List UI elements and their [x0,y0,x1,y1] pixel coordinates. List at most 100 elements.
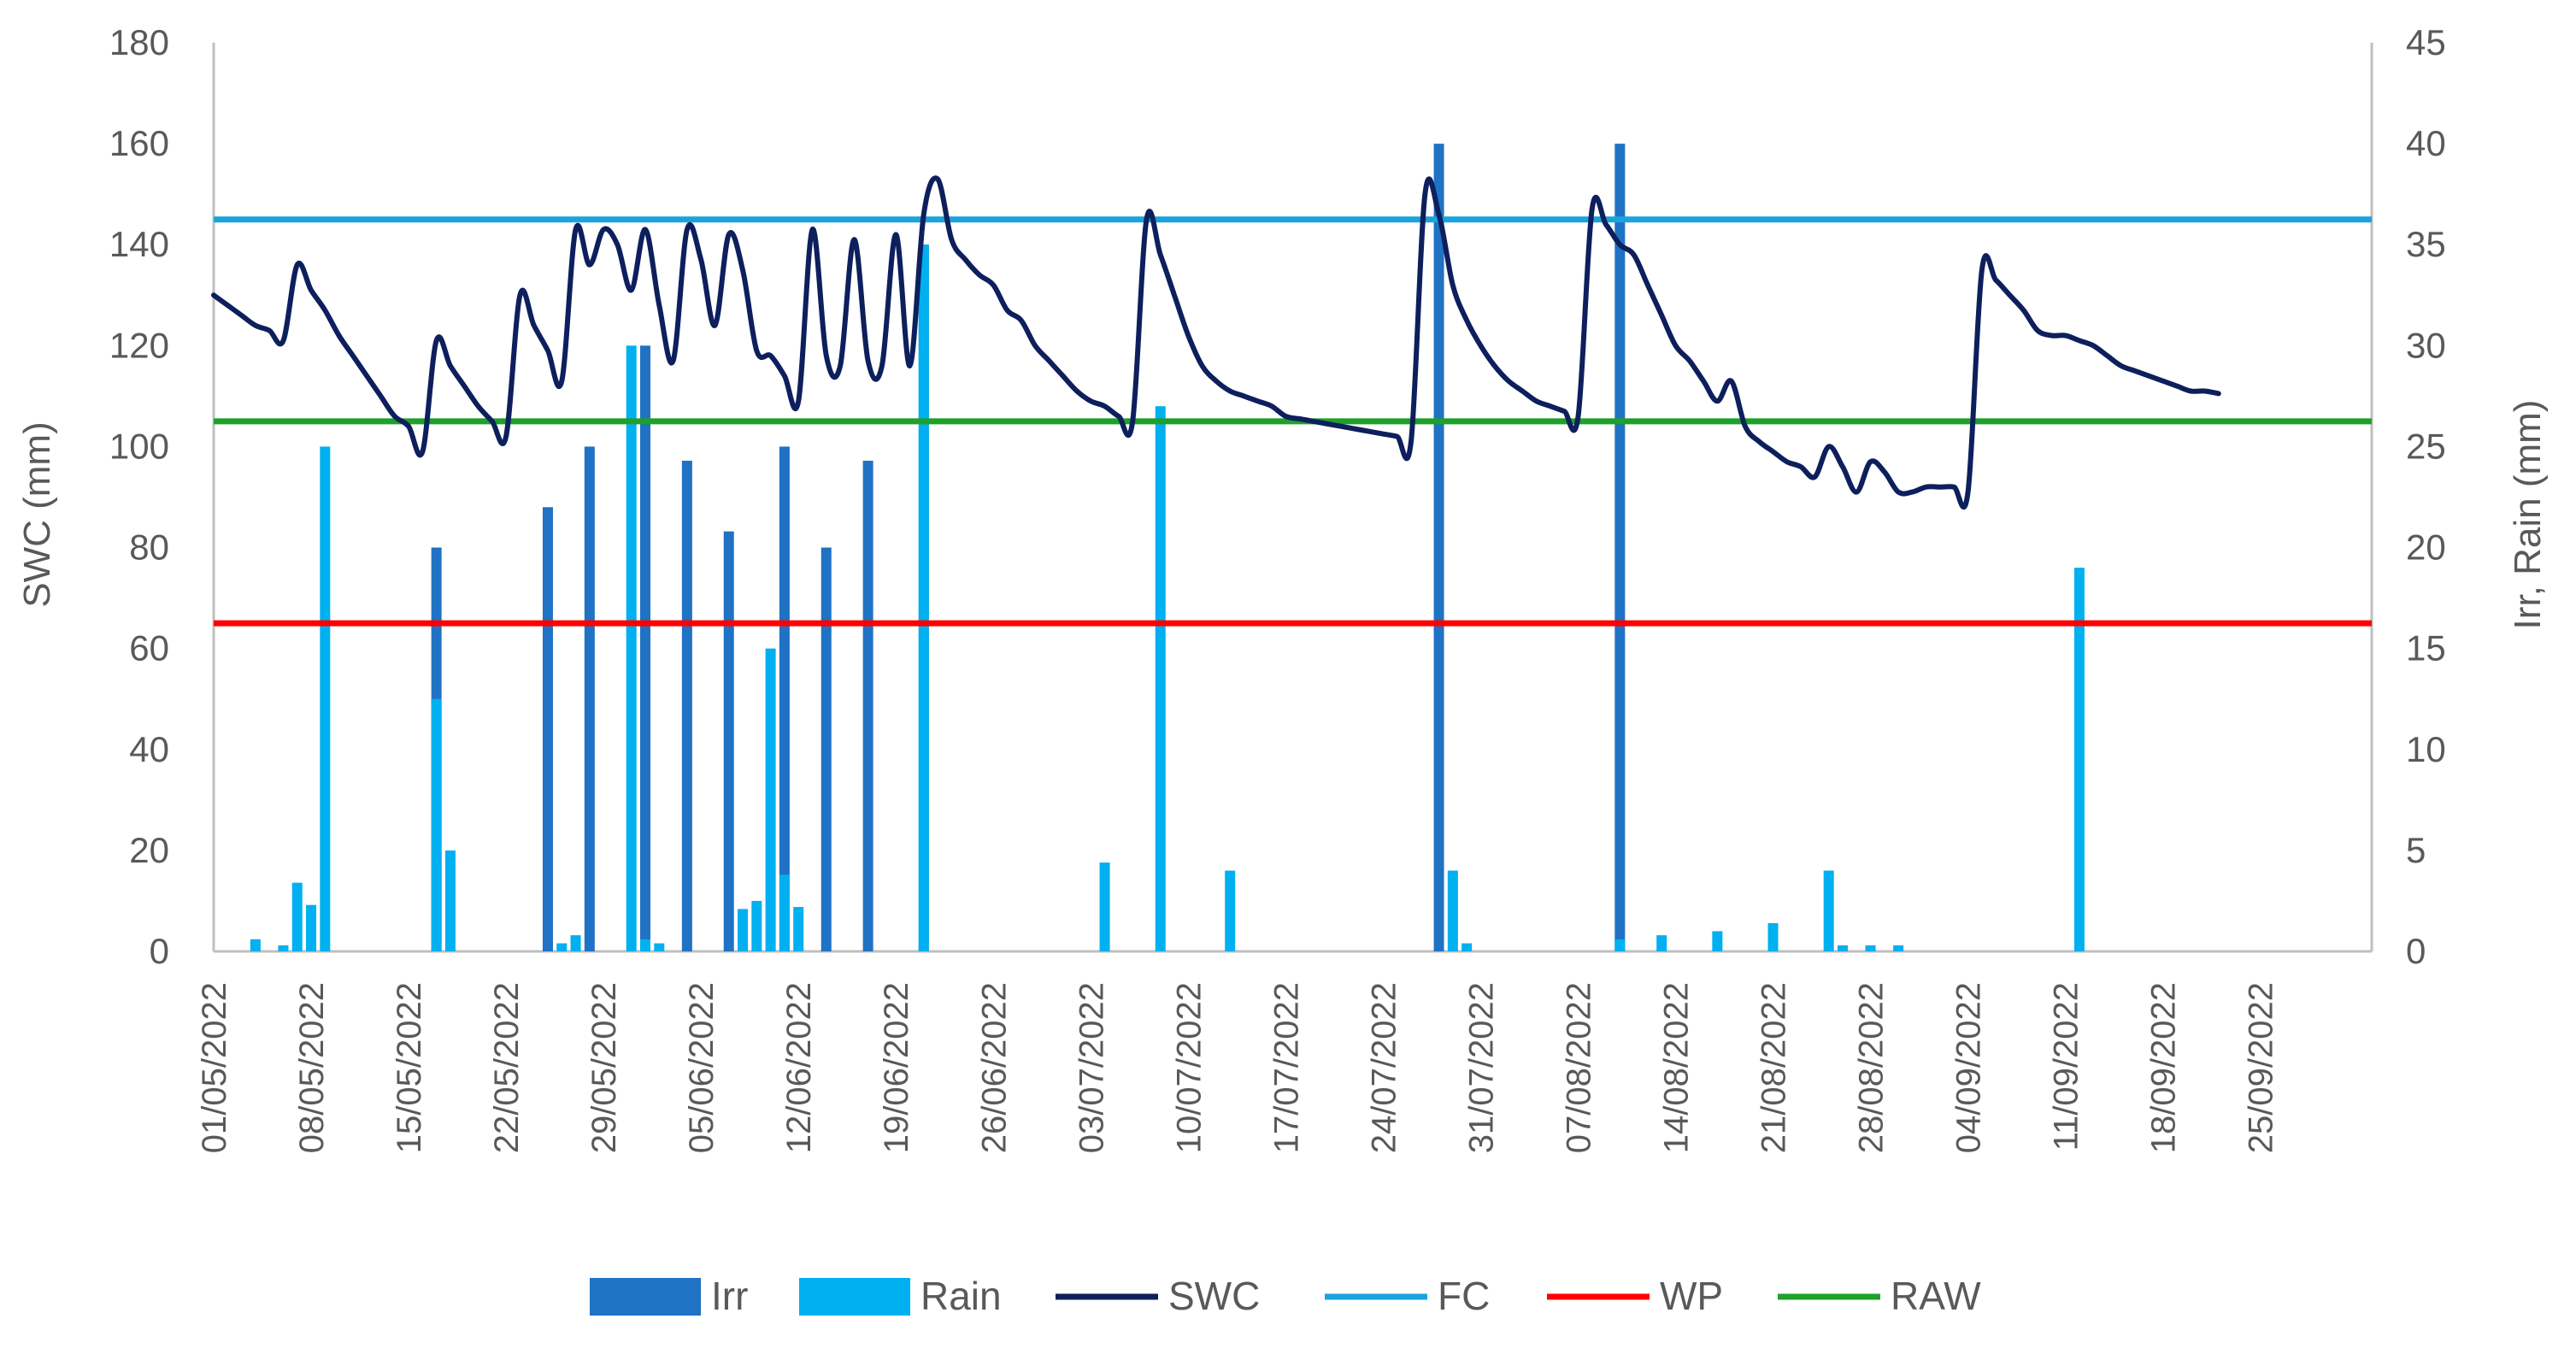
rain-bar [431,698,442,951]
y-tick-left-label: 20 [129,830,169,870]
rain-bar [570,935,581,951]
x-tick-label: 05/06/2022 [683,982,720,1153]
y-tick-right-label: 10 [2406,729,2446,769]
x-tick-label: 08/05/2022 [293,982,331,1153]
y-tick-right-label: 25 [2406,426,2446,466]
rain-bar [320,446,331,951]
y-axis-left-label: SWC (mm) [16,421,58,608]
rain-bar [306,904,317,951]
x-tick-label: 15/05/2022 [391,982,428,1153]
x-tick-label: 21/08/2022 [1756,982,1793,1153]
rain-bar [278,945,289,951]
rain-bar [918,244,929,951]
rain-bar [765,648,776,951]
legend-swatch-rain [799,1278,910,1316]
swc-line [211,175,2221,510]
irr-bar [1433,144,1444,952]
y-tick-left-label: 40 [129,729,169,769]
x-tick-label: 29/05/2022 [585,982,623,1153]
y-tick-right-label: 40 [2406,123,2446,163]
legend-label-swc: SWC [1168,1274,1260,1318]
legend-label-rain: Rain [920,1274,1002,1318]
rain-bar [1823,870,1834,951]
x-tick-label: 18/09/2022 [2145,982,2183,1153]
y-tick-left-label: 120 [109,325,169,365]
x-tick-label: 24/07/2022 [1365,982,1403,1153]
irr-bar [1614,144,1626,952]
x-tick-label: 10/07/2022 [1170,982,1208,1153]
y-tick-left-label: 140 [109,224,169,264]
rain-bar [1865,945,1876,951]
legend-label-fc: FC [1438,1274,1490,1318]
rain-bar [1155,406,1166,951]
rain-bar [738,909,749,951]
y-tick-left-label: 180 [109,22,169,62]
x-tick-label: 07/08/2022 [1560,982,1597,1153]
lines-group [211,175,2372,627]
y-tick-left-label: 160 [109,123,169,163]
irr-bar [542,507,553,951]
x-tick-label: 11/09/2022 [2048,982,2085,1151]
rain-bar [1656,935,1667,951]
rain-bar [1712,931,1723,951]
y-tick-left-label: 100 [109,426,169,466]
rain-bar [1893,945,1904,951]
x-tick-label: 26/06/2022 [975,982,1013,1153]
rain-bar [1225,870,1236,951]
rain-bar [556,943,568,951]
x-tick-label: 04/09/2022 [1950,982,1988,1153]
irr-bar [681,460,692,951]
legend-label-irr: Irr [711,1274,748,1318]
rain-bar [626,345,637,951]
rain-bar [793,907,804,951]
y-axis-right-label: Irr, Rain (mm) [2507,400,2549,630]
x-tick-label: 01/05/2022 [196,982,233,1153]
irr-bar [779,446,790,951]
y-tick-left-label: 80 [129,527,169,568]
irr-bar [584,446,595,951]
rain-bar [1614,939,1626,951]
y-tick-left-label: 0 [150,931,169,971]
rain-bar [751,900,762,951]
rain-bar [1461,943,1473,951]
y-tick-right-label: 5 [2406,830,2426,870]
y-tick-right-label: 35 [2406,224,2446,264]
x-tick-label: 19/06/2022 [878,982,915,1153]
rain-bar [654,943,665,951]
legend-swatch-irr [590,1278,701,1316]
rain-bar [1837,945,1848,951]
rain-bar [250,939,261,951]
rain-bar [1099,863,1110,951]
irr-bar [723,531,734,951]
bars-group [250,144,2085,952]
x-tick-label: 31/07/2022 [1462,982,1500,1153]
x-tick-label: 28/08/2022 [1853,982,1891,1153]
x-tick-label: 25/09/2022 [2243,982,2280,1153]
y-tick-right-label: 45 [2406,22,2446,62]
y-tick-right-label: 15 [2406,628,2446,668]
rain-bar [2073,568,2085,951]
x-tick-label: 14/08/2022 [1657,982,1695,1153]
tick-labels-group: 0 20 40 60 80 100 120 140 160 180 0 5 10 15 20 25 30 35 40… [109,22,2446,1153]
x-tick-label: 17/07/2022 [1267,982,1305,1153]
y-tick-right-label: 0 [2406,931,2426,971]
legend-label-wp: WP [1660,1274,1723,1318]
y-tick-right-label: 30 [2406,325,2446,365]
irr-bar [640,345,650,951]
legend: Irr Rain SWC FC WP RAW [590,1274,1981,1318]
irr-bar [862,460,873,951]
x-tick-label: 22/05/2022 [488,982,526,1153]
rain-bar [640,939,650,951]
rain-bar [1447,870,1458,951]
rain-bar [1767,922,1779,951]
rain-bar [444,850,456,951]
y-tick-left-label: 60 [129,628,169,668]
rain-bar [779,874,790,951]
rain-bar [291,882,303,951]
irr-bar [820,547,832,951]
x-tick-label: 03/07/2022 [1073,982,1110,1153]
y-tick-right-label: 20 [2406,527,2446,568]
